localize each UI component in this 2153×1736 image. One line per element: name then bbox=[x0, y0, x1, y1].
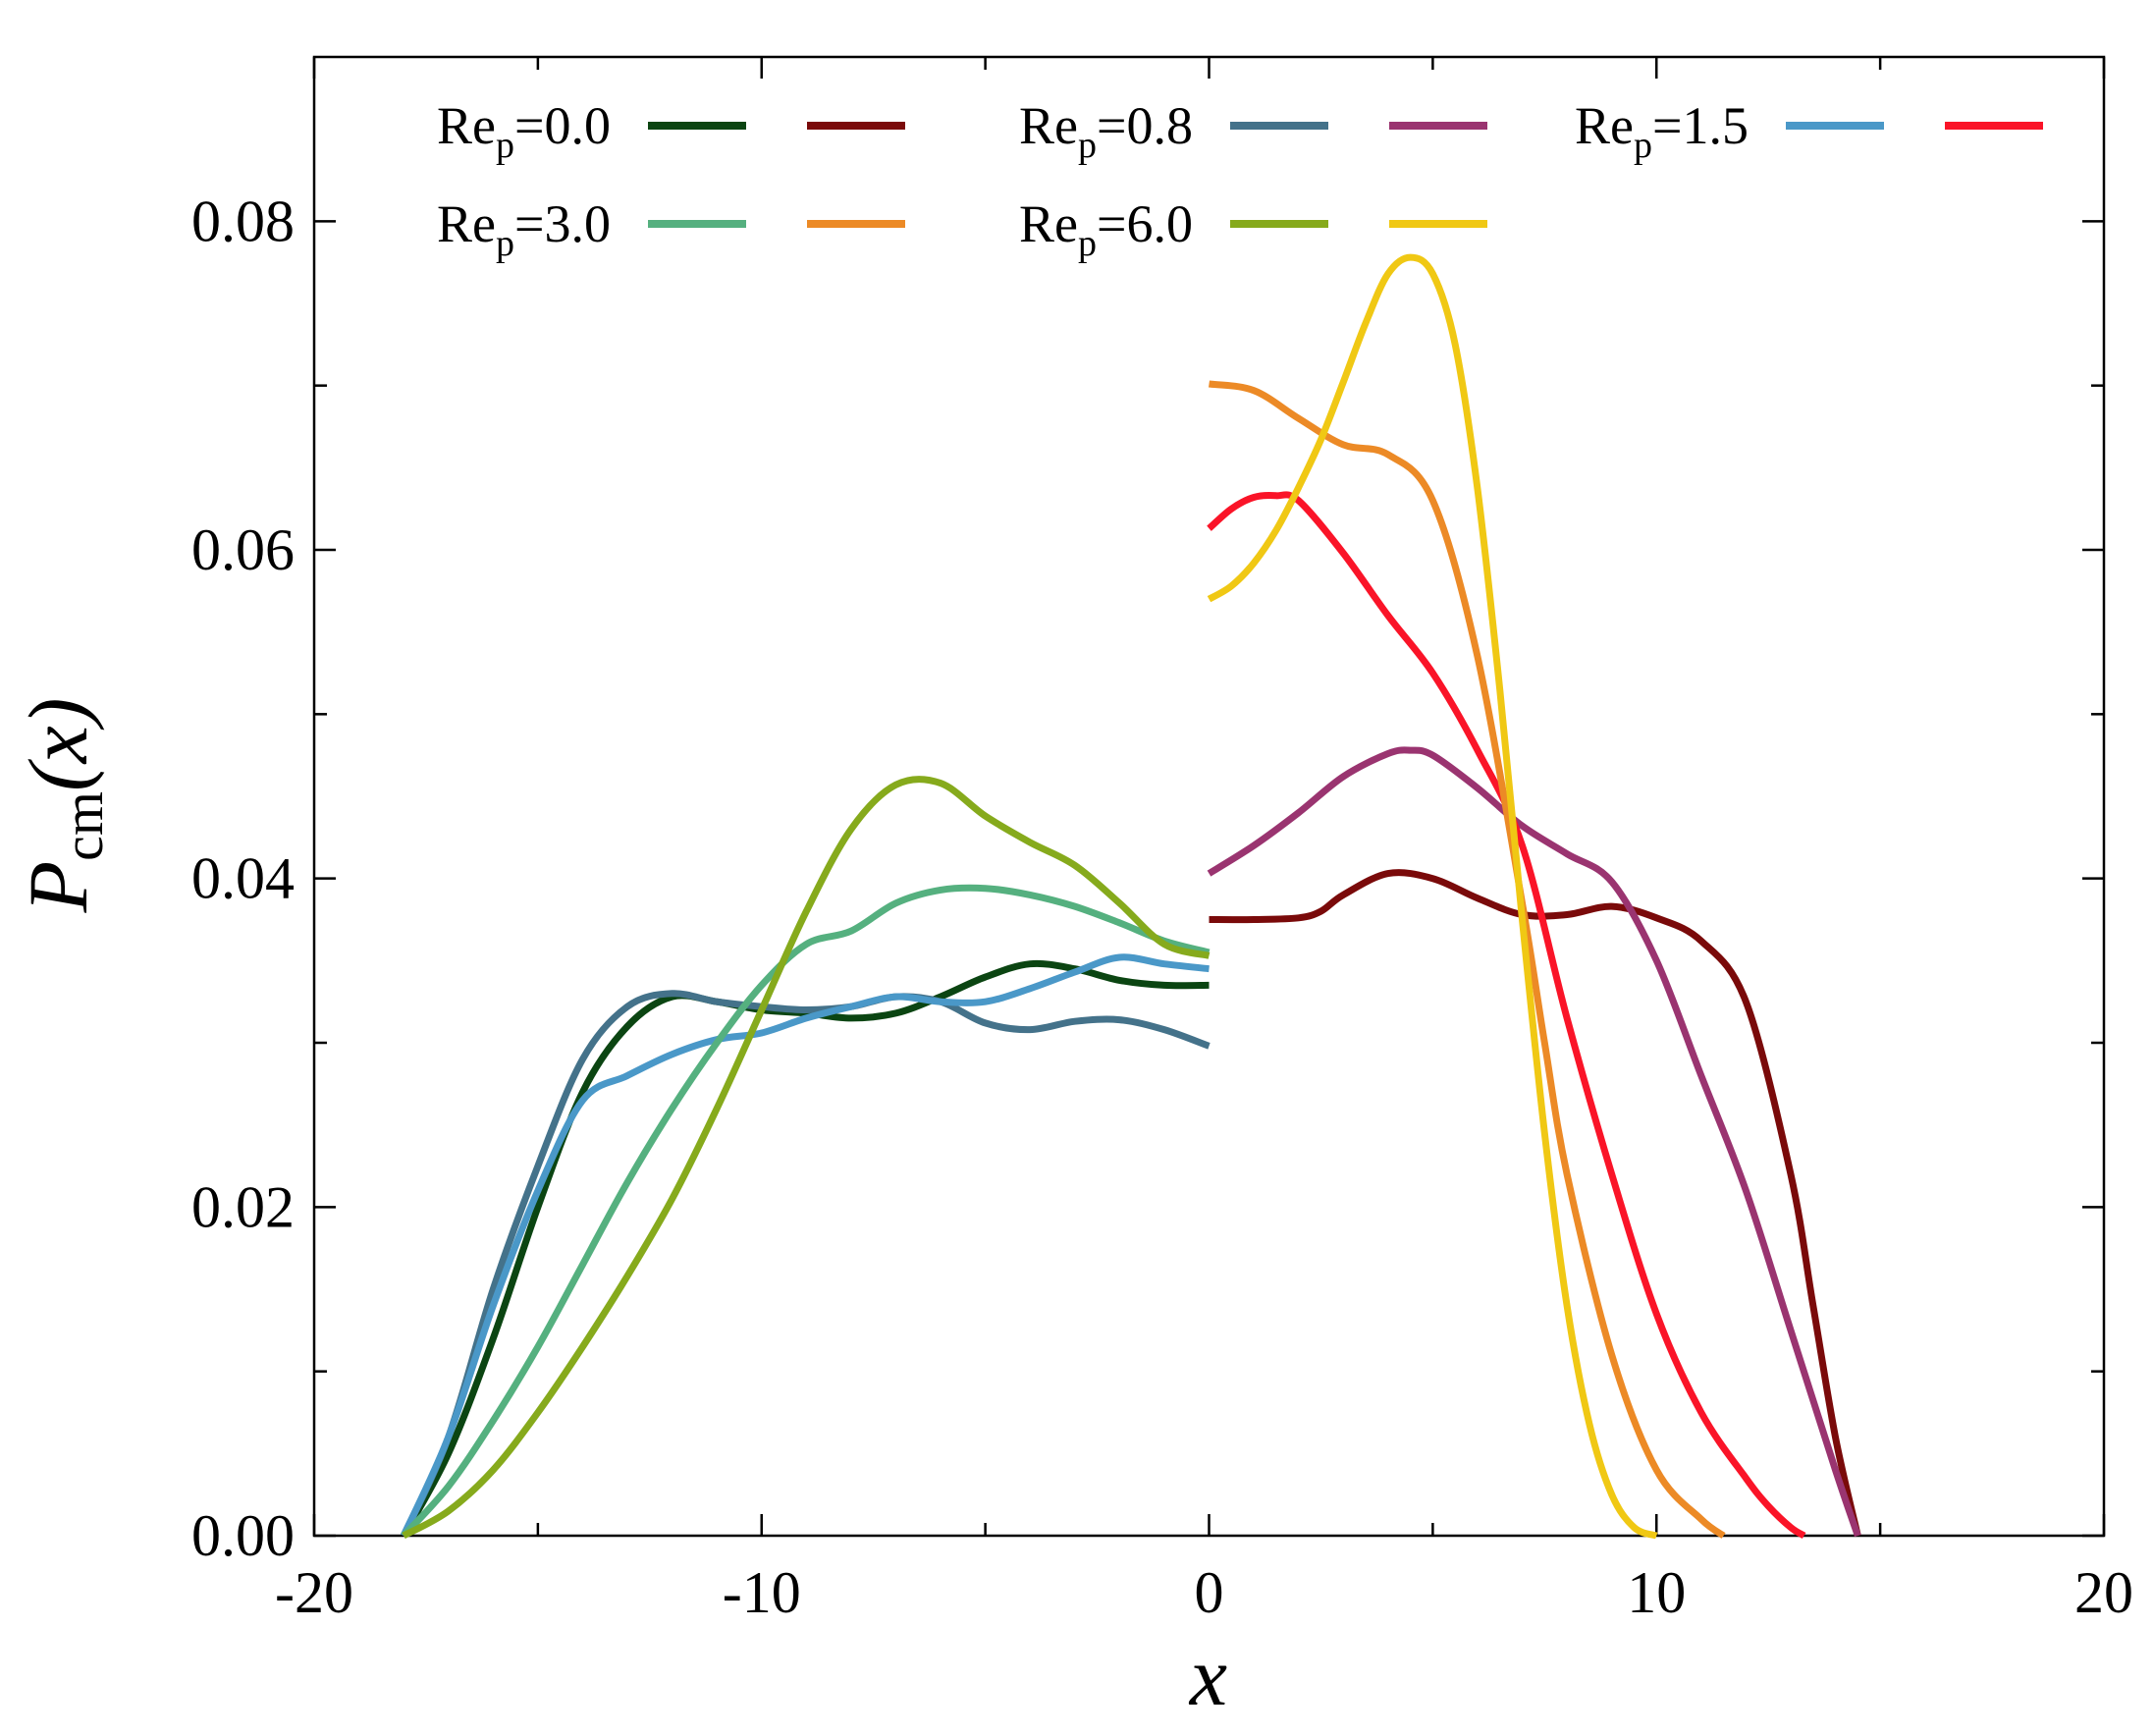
legend-label: Rep=6.0 bbox=[1019, 194, 1193, 264]
x-tick-label: 20 bbox=[2074, 1560, 2133, 1625]
series-line-re-p-0-0-right bbox=[1209, 869, 1861, 1537]
x-tick-label: -20 bbox=[275, 1560, 353, 1625]
series-line-re-p-3-0-right bbox=[1209, 380, 1726, 1539]
legend-item: Rep=6.0 bbox=[1019, 194, 1487, 264]
axis-ticks bbox=[312, 57, 2106, 1538]
legend-label: Rep=1.5 bbox=[1575, 96, 1749, 166]
legend-item: Rep=3.0 bbox=[437, 194, 905, 264]
y-tick-label: 0.02 bbox=[191, 1174, 295, 1239]
series-line-re-p-1-5-left bbox=[400, 953, 1210, 1538]
y-axis-label-main: P bbox=[11, 861, 105, 914]
series-line-re-p-1-5-right bbox=[1207, 491, 1806, 1540]
legend-label: Rep=0.0 bbox=[437, 96, 611, 166]
y-tick-label: 0.08 bbox=[191, 189, 295, 253]
x-tick-label: -10 bbox=[723, 1560, 801, 1625]
y-axis-label-suffix: (x) bbox=[11, 698, 105, 791]
series-line-re-p-0-8-left bbox=[400, 990, 1211, 1538]
legend-item: Rep=1.5 bbox=[1575, 96, 2043, 166]
svg-text:Pcm(x): Pcm(x) bbox=[11, 698, 115, 914]
series-line-re-p-3-0-left bbox=[401, 884, 1211, 1539]
series-line-re-p-0-0-left bbox=[401, 959, 1210, 1538]
series-line-re-p-6-0-right bbox=[1207, 253, 1658, 1540]
legend-label: Rep=0.8 bbox=[1019, 96, 1193, 166]
y-tick-label: 0.06 bbox=[191, 517, 295, 582]
plot-frame bbox=[312, 55, 2106, 1538]
series-group bbox=[400, 253, 1861, 1540]
y-axis-label: Pcm(x) bbox=[11, 698, 115, 914]
y-axis-label-subscript: cm bbox=[51, 791, 115, 861]
legend: Rep=0.0 Rep=0.8 Rep=1.5 Rep=3.0 Rep=6.0 bbox=[437, 96, 2043, 264]
series-line-re-p-6-0-left bbox=[402, 776, 1211, 1540]
y-tick-label: 0.04 bbox=[191, 846, 295, 911]
x-tick-label: 10 bbox=[1627, 1560, 1686, 1625]
x-axis-label: x bbox=[1188, 1629, 1227, 1723]
x-tick-label: 0 bbox=[1195, 1560, 1224, 1625]
y-tick-label: 0.00 bbox=[191, 1503, 295, 1568]
series-line-re-p-0-8-right bbox=[1207, 746, 1861, 1538]
legend-item: Rep=0.8 bbox=[1019, 96, 1487, 166]
axis-tick-labels: -20 -10 0 10 20 0.00 0.02 0.04 0.06 0.08 bbox=[191, 189, 2133, 1625]
legend-item: Rep=0.0 bbox=[437, 96, 905, 166]
legend-label: Rep=3.0 bbox=[437, 194, 611, 264]
